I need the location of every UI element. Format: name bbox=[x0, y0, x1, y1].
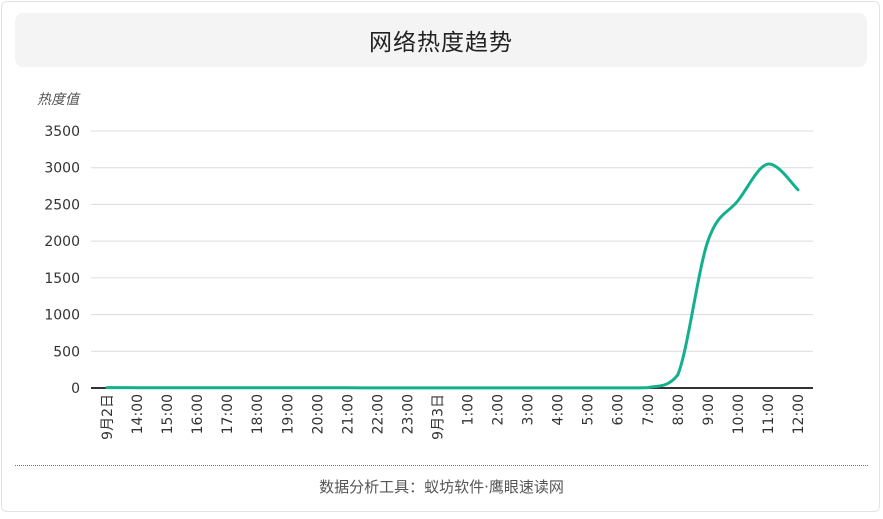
x-tick-label: 22:00 bbox=[370, 394, 386, 434]
chart-title: 网络热度趋势 bbox=[369, 30, 513, 56]
x-tick-label: 11:00 bbox=[761, 394, 777, 434]
x-tick-label: 9月2日 bbox=[100, 394, 116, 440]
x-tick-label: 8:00 bbox=[671, 394, 687, 425]
x-tick-label: 14:00 bbox=[130, 394, 146, 434]
y-tick-label: 3500 bbox=[44, 124, 80, 140]
x-tick-label: 7:00 bbox=[641, 394, 657, 425]
y-tick-label: 1500 bbox=[44, 271, 80, 287]
x-tick-label: 6:00 bbox=[611, 394, 627, 425]
series-line bbox=[105, 162, 800, 390]
x-tick-label: 19:00 bbox=[280, 394, 296, 434]
x-tick-label: 2:00 bbox=[491, 394, 507, 425]
x-tick-label: 18:00 bbox=[250, 394, 266, 434]
y-tick-label: 1000 bbox=[44, 308, 80, 324]
x-tick-label: 12:00 bbox=[791, 394, 807, 434]
x-tick-label: 9月3日 bbox=[430, 394, 446, 440]
x-tick-label: 16:00 bbox=[190, 394, 206, 434]
x-tick-label: 3:00 bbox=[521, 394, 537, 425]
y-tick-label: 2500 bbox=[44, 197, 80, 213]
x-tick-label: 10:00 bbox=[731, 394, 747, 434]
footer-divider bbox=[15, 465, 868, 466]
title-bar: 网络热度趋势 bbox=[15, 13, 867, 67]
y-tick-label: 0 bbox=[71, 381, 80, 397]
y-tick-label: 3000 bbox=[44, 161, 80, 177]
x-tick-label: 9:00 bbox=[701, 394, 717, 425]
x-tick-label: 23:00 bbox=[400, 394, 416, 434]
y-tick-label: 2000 bbox=[44, 234, 80, 250]
x-tick-label: 1:00 bbox=[461, 394, 477, 425]
x-tick-label: 5:00 bbox=[581, 394, 597, 425]
y-axis-label: 热度值 bbox=[37, 92, 81, 108]
y-tick-label: 500 bbox=[53, 344, 80, 360]
x-tick-label: 21:00 bbox=[340, 394, 356, 434]
x-tick-label: 15:00 bbox=[160, 394, 176, 434]
x-tick-label: 20:00 bbox=[310, 394, 326, 434]
x-tick-label: 17:00 bbox=[220, 394, 236, 434]
x-tick-label: 4:00 bbox=[551, 394, 567, 425]
footer-source: 数据分析工具：蚁坊软件·鹰眼速读网 bbox=[319, 478, 564, 496]
